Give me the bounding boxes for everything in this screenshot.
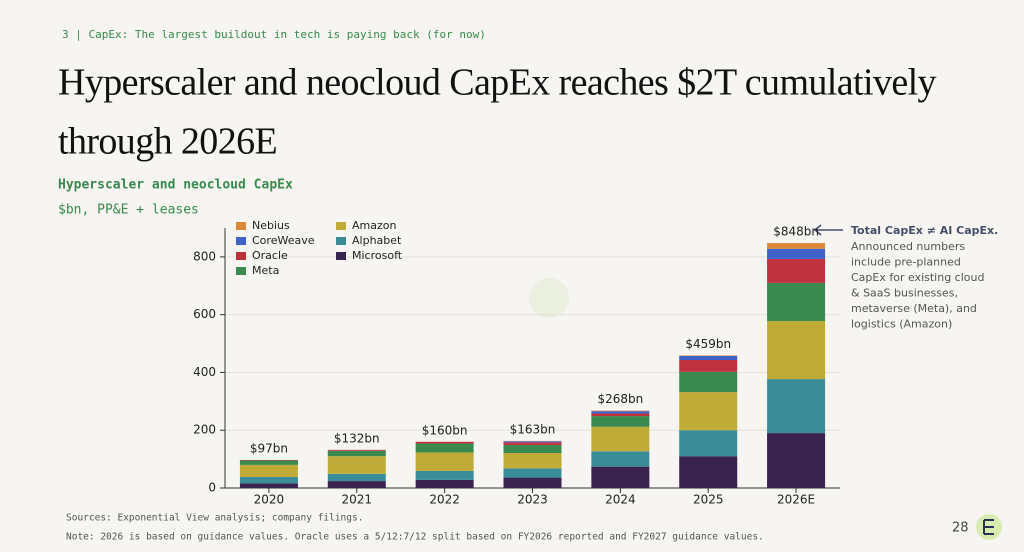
bar-segment: [679, 355, 738, 361]
annotation-line: CapEx for existing cloud: [851, 271, 984, 284]
y-tick-label: 400: [193, 365, 216, 379]
bar-segment: [415, 441, 474, 444]
bar-segment: [679, 360, 738, 372]
y-tick-label: 200: [193, 423, 216, 437]
annotation-arrow: [813, 224, 843, 236]
bar-segment: [679, 355, 738, 356]
annotation-line: metaverse (Meta), and: [851, 302, 977, 315]
bar-segment: [415, 479, 474, 488]
bar-segment: [415, 470, 474, 480]
bar-segment: [679, 430, 738, 457]
bar-segment: [591, 416, 650, 427]
legend-swatch: [336, 222, 346, 230]
y-tick-label: 600: [193, 307, 216, 321]
legend-label: Alphabet: [352, 234, 402, 247]
bar-segment: [503, 468, 562, 478]
bar-segment: [327, 449, 386, 451]
annotation-line: Announced numbers: [851, 240, 965, 253]
bar-segment: [679, 371, 738, 393]
bar-segment: [767, 243, 826, 249]
y-tick-label: 0: [208, 481, 216, 495]
legend-label: Oracle: [252, 249, 288, 262]
chart-title: Hyperscaler and neocloud CapEx: [58, 178, 293, 193]
total-label: $97bn: [250, 441, 288, 455]
bar-segment: [767, 321, 826, 380]
title-line: through 2026E: [58, 121, 277, 163]
x-tick-label: 2021: [342, 493, 373, 507]
bar-segment: [327, 481, 386, 488]
bar-segment: [767, 282, 826, 322]
legend-label: Microsoft: [352, 249, 403, 262]
bar-segment: [679, 392, 738, 431]
bar-segment: [415, 452, 474, 471]
bar-segment: [591, 411, 650, 414]
bar-segment: [767, 248, 826, 259]
annotation-title: Total CapEx ≠ AI CapEx.: [851, 224, 998, 237]
watermark: [529, 278, 569, 318]
x-tick-label: 2026E: [777, 493, 815, 507]
bar-segment: [327, 473, 386, 482]
bar-segment: [327, 456, 386, 474]
total-label: $848bn: [773, 225, 819, 239]
total-label: $163bn: [510, 422, 556, 436]
legend-swatch: [236, 237, 246, 245]
legend-swatch: [336, 237, 346, 245]
bar-segment: [767, 258, 826, 283]
bar-segment: [591, 466, 650, 488]
sources: Sources: Exponential View analysis; comp…: [66, 513, 363, 524]
chart-subtitle: $bn, PP&E + leases: [58, 203, 199, 218]
bar-segment: [239, 459, 298, 461]
title-line: Hyperscaler and neocloud CapEx reaches $…: [58, 62, 937, 104]
page-number: 28: [952, 521, 969, 536]
legend-label: Nebius: [252, 219, 290, 232]
x-tick-label: 2024: [605, 493, 636, 507]
bar-segment: [503, 441, 562, 443]
x-tick-label: 2023: [517, 493, 548, 507]
legend-label: Amazon: [352, 219, 396, 232]
bar-segment: [503, 442, 562, 445]
annotation-line: include pre-planned: [851, 256, 961, 269]
x-tick-label: 2022: [429, 493, 460, 507]
annotation-line: & SaaS businesses,: [851, 287, 958, 300]
bar-segment: [591, 413, 650, 417]
bar-segment: [591, 410, 650, 412]
kicker: 3 | CapEx: The largest buildout in tech …: [62, 28, 486, 41]
bar-segment: [239, 460, 298, 465]
legend-swatch: [236, 267, 246, 275]
bar-segment: [239, 483, 298, 488]
total-label: $268bn: [597, 392, 643, 406]
legend-label: CoreWeave: [252, 234, 315, 247]
logo-mark: [983, 519, 994, 535]
bar-segment: [503, 477, 562, 488]
annotation-line: logistics (Amazon): [851, 318, 952, 331]
legend-swatch: [236, 222, 246, 230]
bar-segment: [503, 444, 562, 454]
x-tick-label: 2020: [254, 493, 285, 507]
bar-segment: [239, 477, 298, 484]
total-label: $160bn: [422, 423, 468, 437]
legend-label: Meta: [252, 264, 279, 277]
legend-swatch: [236, 252, 246, 260]
y-tick-label: 800: [193, 249, 216, 263]
bar-segment: [239, 464, 298, 478]
total-label: $459bn: [685, 337, 731, 351]
bar-segment: [767, 433, 826, 488]
note: Note: 2026 is based on guidance values. …: [66, 532, 764, 543]
bar-segment: [767, 379, 826, 434]
bar-segment: [415, 443, 474, 453]
bar-segment: [327, 450, 386, 457]
bar-segment: [503, 453, 562, 469]
legend-swatch: [336, 252, 346, 260]
bar-segment: [591, 426, 650, 452]
x-tick-label: 2025: [693, 493, 724, 507]
bar-segment: [679, 456, 738, 488]
total-label: $132bn: [334, 431, 380, 445]
bar-segment: [591, 451, 650, 467]
